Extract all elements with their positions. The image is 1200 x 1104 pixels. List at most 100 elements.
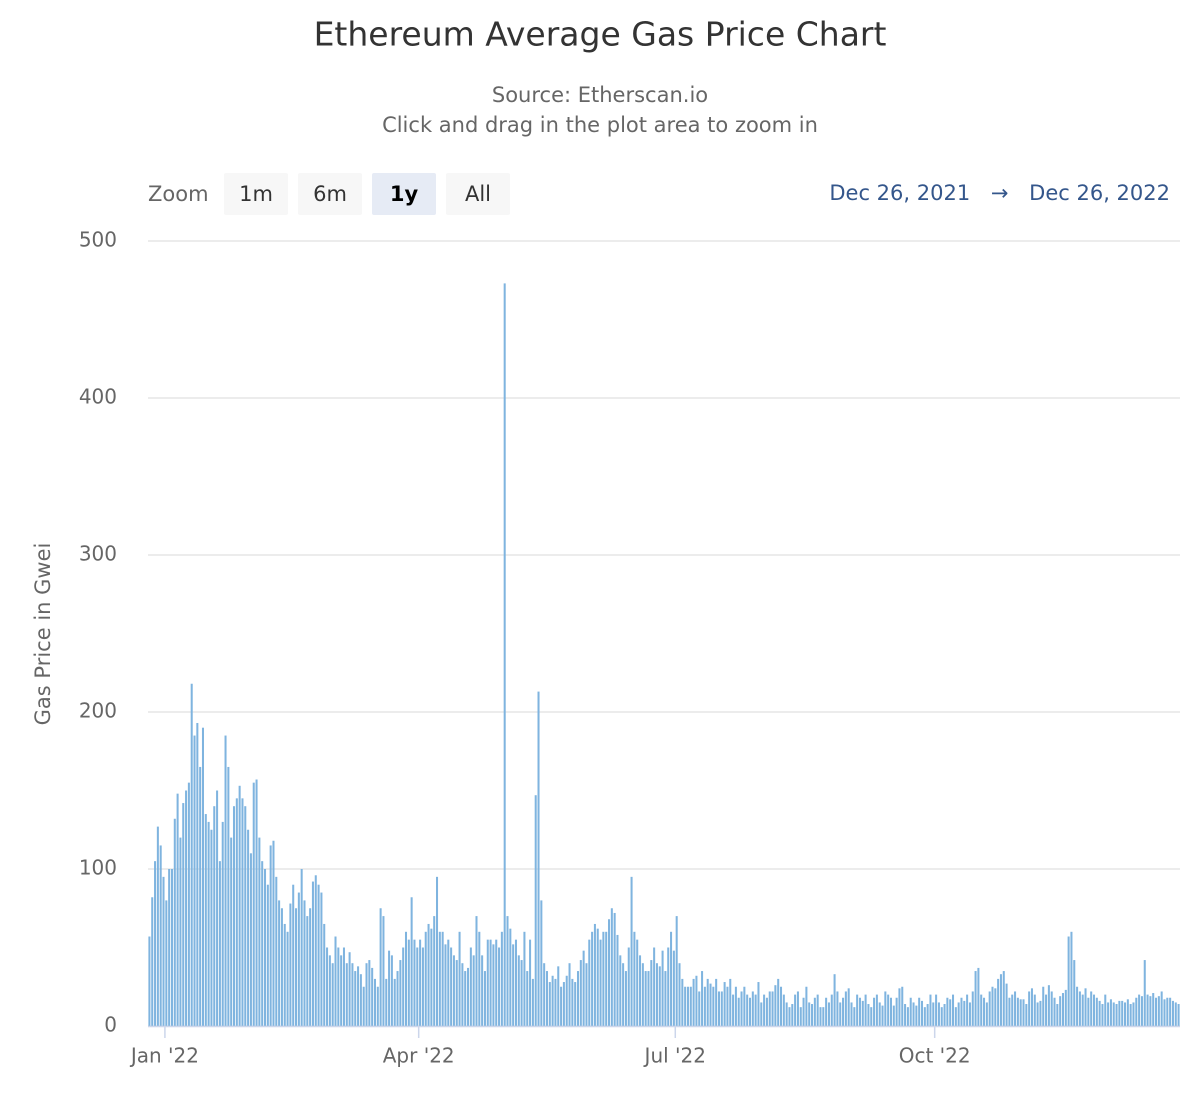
bar [923,1007,926,1026]
bar [481,955,484,1026]
bar [636,939,639,1026]
bar [410,897,413,1026]
bar [847,988,850,1026]
bar [971,991,974,1026]
bar [221,821,224,1026]
range-from[interactable]: Dec 26, 2021 [829,181,970,205]
bar [323,923,326,1026]
x-tick-label: Jan '22 [129,1044,199,1068]
bar [593,923,596,1026]
bar [1053,997,1056,1026]
bar [193,735,196,1026]
bar [1042,986,1045,1026]
bar [207,821,210,1026]
bar [757,982,760,1026]
bar [754,994,757,1026]
bar [819,1007,822,1026]
bar [667,947,670,1026]
bar [295,908,298,1026]
bar [201,727,204,1026]
bar [599,939,602,1026]
bar [889,997,892,1026]
bar [495,939,498,1026]
y-axis-title: Gas Price in Gwei [31,543,55,726]
zoom-button[interactable] [298,173,362,215]
bar [1081,994,1084,1026]
bar [751,991,754,1026]
bar [585,963,588,1026]
bar [1171,1000,1174,1026]
bar [560,986,563,1026]
bar [328,955,331,1026]
bar [534,795,537,1026]
bar [968,1002,971,1026]
zoom-button-label[interactable]: 1m [239,182,273,206]
zoom-button[interactable] [224,173,288,215]
bar [1146,994,1149,1026]
zoom-button-label[interactable]: All [465,182,491,206]
bar [562,982,565,1026]
bar [1140,996,1143,1026]
bar [1118,1000,1121,1026]
bar [382,916,385,1026]
bar [351,963,354,1026]
bar [393,978,396,1026]
bar [596,928,599,1026]
zoom-button-label[interactable]: 1y [390,182,419,206]
bar [1107,1002,1110,1026]
bar [1087,997,1090,1026]
chart-title: Ethereum Average Gas Price Chart [314,15,887,54]
bar [616,934,619,1026]
bar [760,1002,763,1026]
bar [421,947,424,1026]
bar [1033,994,1036,1026]
bar [168,869,171,1026]
bar [1112,1002,1115,1026]
bar [1050,991,1053,1026]
zoom-button[interactable] [446,173,510,215]
bar [424,931,427,1026]
bar [740,991,743,1026]
bar [929,994,932,1026]
bar [867,1004,870,1026]
bar [613,912,616,1026]
bar [932,1002,935,1026]
bar [368,960,371,1026]
bar [224,735,227,1026]
zoom-button-label[interactable]: 6m [313,182,347,206]
bar [1039,1000,1042,1026]
bar [283,923,286,1026]
x-tick-label: Apr '22 [383,1044,455,1068]
zoom-button[interactable] [372,173,436,215]
bar [433,916,436,1026]
bar [151,897,154,1026]
bar [548,982,551,1026]
bar [455,960,458,1026]
bar [1109,999,1112,1026]
bar [878,1002,881,1026]
bar [1143,960,1146,1026]
bar [286,931,289,1026]
bar [289,903,292,1026]
bar [345,963,348,1026]
range-to[interactable]: Dec 26, 2022 [1029,181,1170,205]
bar [1157,996,1160,1026]
bar [1135,997,1138,1026]
bar [875,994,878,1026]
bar [407,939,410,1026]
bar [729,978,732,1026]
bar [1078,991,1081,1026]
bar [1019,999,1022,1026]
bar [983,997,986,1026]
bar [887,994,890,1026]
bar [187,782,190,1026]
bar [337,947,340,1026]
bar [726,986,729,1026]
bar [258,837,261,1026]
bar [450,947,453,1026]
bar [238,785,241,1026]
bar [664,971,667,1026]
bar [763,994,766,1026]
bar [444,944,447,1026]
bar [785,1002,788,1026]
